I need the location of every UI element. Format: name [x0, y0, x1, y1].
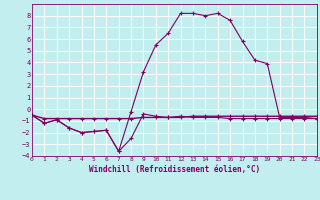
X-axis label: Windchill (Refroidissement éolien,°C): Windchill (Refroidissement éolien,°C)	[89, 165, 260, 174]
